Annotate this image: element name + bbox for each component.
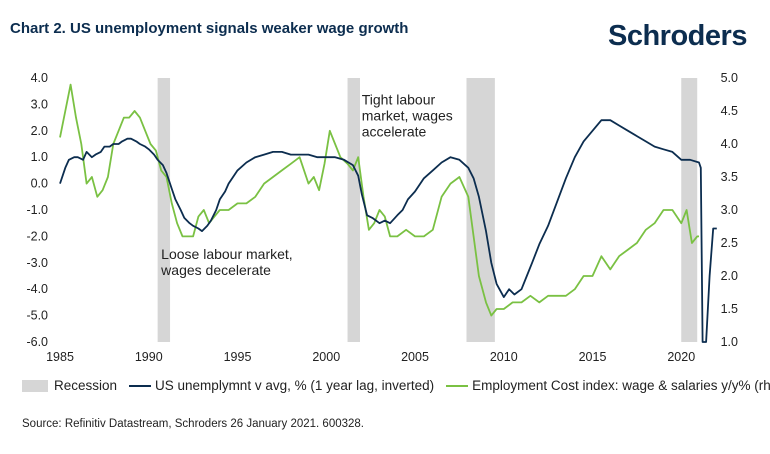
x-tick-label: 1990: [135, 350, 163, 364]
left-tick-label: 3.0: [31, 97, 48, 111]
left-axis-ticks: 4.0 3.0 2.0 1.0 0.0 -1.0 -2.0 -3.0 -4.0 -5.0 -6.0: [26, 71, 48, 349]
left-tick-label: 1.0: [31, 150, 48, 164]
x-tick-label: 2000: [312, 350, 340, 364]
annotation-1-line: wages decelerate: [160, 262, 271, 278]
left-tick-label: 4.0: [31, 71, 48, 85]
annotation-0-line: market, wages: [362, 107, 453, 123]
x-tick-label: 2005: [401, 350, 429, 364]
right-tick-label: 5.0: [721, 71, 738, 85]
unemployment-swatch: [129, 384, 152, 387]
x-tick-label: 2015: [579, 350, 607, 364]
source-note: Source: Refinitiv Datastream, Schroders …: [22, 418, 364, 430]
legend-label-eci: Employment Cost index: wage & salaries y…: [472, 378, 770, 393]
recession-swatch: [22, 379, 48, 392]
left-tick-label: -3.0: [26, 256, 48, 270]
legend-item-recession: Recession: [22, 378, 117, 393]
recession-band-1: [347, 78, 360, 342]
annotation-0-line: accelerate: [362, 123, 427, 139]
right-tick-label: 4.5: [721, 104, 738, 118]
chart-title: Chart 2. US unemployment signals weaker …: [10, 20, 409, 37]
right-tick-label: 2.5: [721, 236, 738, 250]
line-chart: 4.03.02.01.00.0-1.0-2.0-3.0-4.0-5.0-6.0 …: [26, 71, 738, 364]
annotation-1-line: Loose labour market,: [161, 246, 293, 262]
right-tick-label: 3.5: [721, 170, 738, 184]
right-tick-label: 1.5: [721, 302, 738, 316]
right-tick-label: 1.0: [721, 335, 738, 349]
series-lines: [59, 83, 717, 343]
legend-item-unemployment: US unemplymnt v avg, % (1 year lag, inve…: [129, 378, 434, 393]
brand-logo: Schroders: [608, 20, 747, 52]
left-tick-label: -4.0: [26, 282, 48, 296]
x-tick-label: 1985: [46, 350, 74, 364]
recession-band-3: [681, 78, 698, 342]
right-axis-ticks: 5.0 4.5 4.0 3.5 3.0 2.5 2.0 1.5 1.0: [721, 71, 738, 349]
legend-label-unemployment: US unemplymnt v avg, % (1 year lag, inve…: [155, 378, 435, 393]
right-tick-label: 4.0: [721, 137, 738, 151]
x-axis-ticks: 1985 1990 1995 2000 2005 2010 2015 2020: [46, 350, 695, 364]
unemployment-line: [59, 119, 717, 343]
right-tick-label: 2.0: [721, 269, 738, 283]
annotation-0-line: Tight labour: [362, 91, 436, 107]
x-tick-label: 2010: [490, 350, 518, 364]
x-tick-label: 2020: [667, 350, 695, 364]
right-tick-label: 3.0: [721, 203, 738, 217]
eci-swatch: [446, 384, 469, 387]
recession-band-2: [466, 78, 495, 342]
recession-band-0: [157, 78, 171, 342]
left-tick-label: -6.0: [26, 335, 48, 349]
legend-label-recession: Recession: [54, 378, 118, 393]
eci-line: [59, 83, 699, 317]
left-tick-label: -1.0: [26, 203, 48, 217]
left-tick-label: -5.0: [26, 309, 48, 323]
x-tick-label: 1995: [224, 350, 252, 364]
left-tick-label: 0.0: [31, 177, 48, 191]
left-tick-label: -2.0: [26, 229, 48, 243]
recession-bands: [157, 78, 698, 342]
legend-item-eci: Employment Cost index: wage & salaries y…: [446, 378, 770, 393]
legend: Recession US unemplymnt v avg, % (1 year…: [22, 378, 770, 393]
left-tick-label: 2.0: [31, 124, 48, 138]
